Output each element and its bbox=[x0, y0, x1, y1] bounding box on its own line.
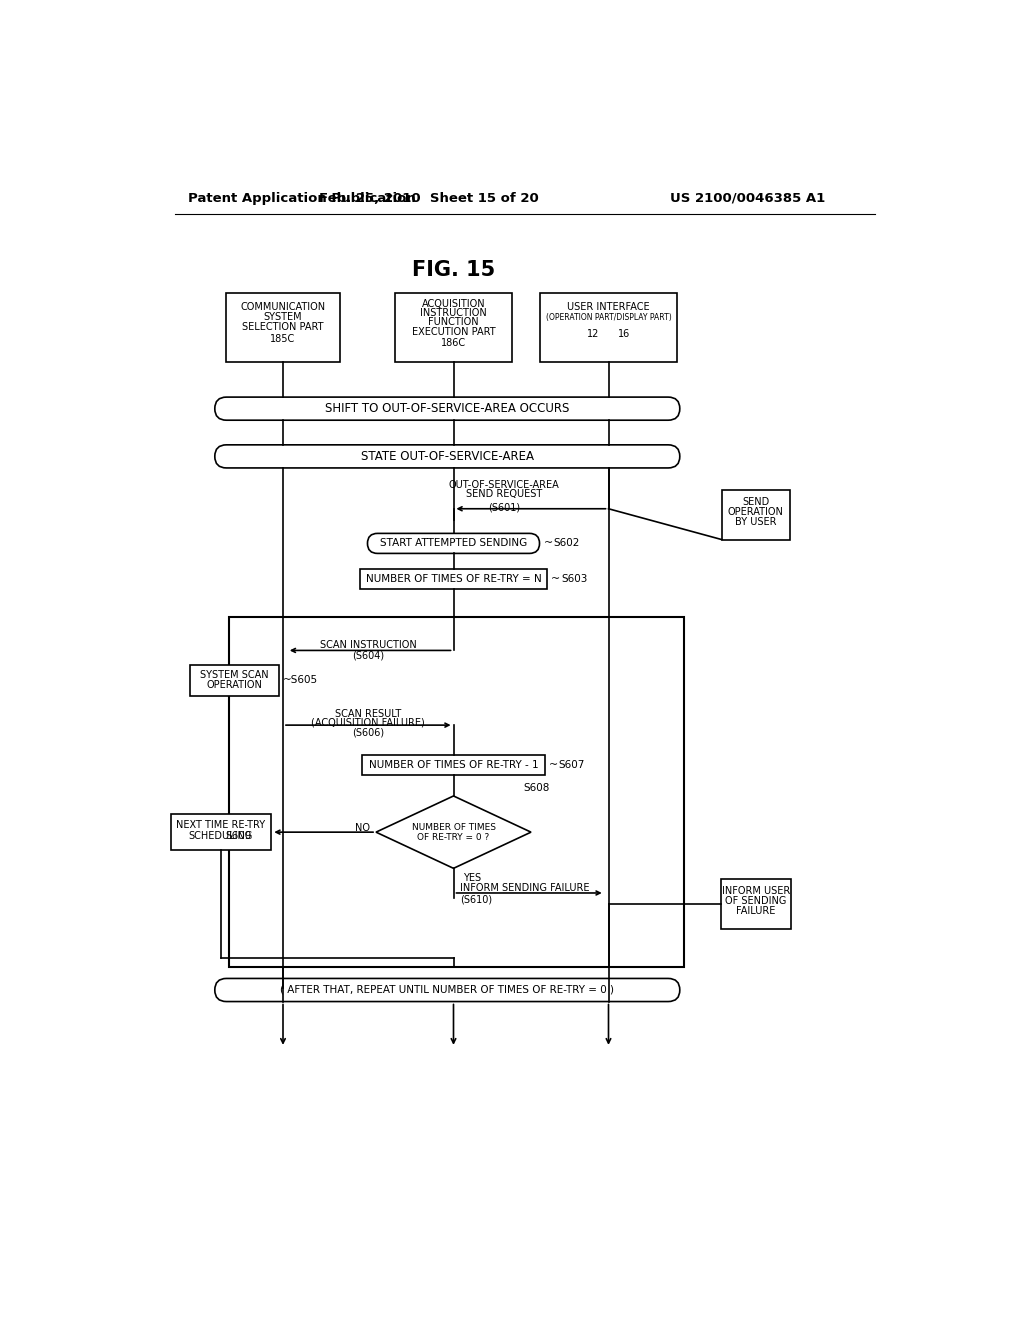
Text: US 2100/0046385 A1: US 2100/0046385 A1 bbox=[671, 191, 825, 205]
FancyBboxPatch shape bbox=[171, 814, 271, 850]
Text: FIG. 15: FIG. 15 bbox=[412, 260, 496, 280]
Text: S602: S602 bbox=[554, 539, 580, 548]
FancyBboxPatch shape bbox=[368, 533, 540, 553]
Text: INFORM USER: INFORM USER bbox=[722, 887, 790, 896]
Text: 16: 16 bbox=[617, 329, 630, 339]
Text: SHIFT TO OUT-OF-SERVICE-AREA OCCURS: SHIFT TO OUT-OF-SERVICE-AREA OCCURS bbox=[325, 403, 569, 416]
Text: START ATTEMPTED SENDING: START ATTEMPTED SENDING bbox=[380, 539, 527, 548]
FancyBboxPatch shape bbox=[395, 293, 512, 363]
Text: OF SENDING: OF SENDING bbox=[725, 896, 786, 907]
Text: SCAN RESULT: SCAN RESULT bbox=[335, 709, 401, 718]
Text: SCAN INSTRUCTION: SCAN INSTRUCTION bbox=[319, 640, 417, 649]
Text: BY USER: BY USER bbox=[735, 517, 776, 527]
Text: ~: ~ bbox=[551, 574, 560, 583]
Text: NUMBER OF TIMES OF RE-TRY - 1: NUMBER OF TIMES OF RE-TRY - 1 bbox=[369, 760, 539, 770]
Text: NUMBER OF TIMES: NUMBER OF TIMES bbox=[412, 824, 496, 832]
Text: OF RE-TRY = 0 ?: OF RE-TRY = 0 ? bbox=[418, 833, 489, 842]
FancyBboxPatch shape bbox=[190, 665, 280, 696]
Text: NUMBER OF TIMES OF RE-TRY = N: NUMBER OF TIMES OF RE-TRY = N bbox=[366, 574, 542, 583]
Text: S603: S603 bbox=[561, 574, 588, 583]
Text: (ACQUISITION FAILURE): (ACQUISITION FAILURE) bbox=[311, 718, 425, 727]
Text: STATE OUT-OF-SERVICE-AREA: STATE OUT-OF-SERVICE-AREA bbox=[360, 450, 534, 463]
FancyBboxPatch shape bbox=[359, 569, 547, 589]
Text: S608: S608 bbox=[523, 783, 550, 793]
Text: INFORM SENDING FAILURE: INFORM SENDING FAILURE bbox=[460, 883, 589, 894]
Text: 185C: 185C bbox=[270, 334, 296, 345]
Text: EXECUTION PART: EXECUTION PART bbox=[412, 326, 496, 337]
Text: (S610): (S610) bbox=[460, 894, 492, 904]
Text: FAILURE: FAILURE bbox=[736, 907, 775, 916]
Text: SEND: SEND bbox=[742, 496, 769, 507]
Text: OPERATION: OPERATION bbox=[207, 680, 262, 690]
Text: S609: S609 bbox=[225, 832, 252, 841]
Text: ACQUISITION: ACQUISITION bbox=[422, 298, 485, 309]
FancyBboxPatch shape bbox=[225, 293, 340, 363]
Text: FUNCTION: FUNCTION bbox=[428, 317, 479, 327]
Text: NEXT TIME RE-TRY: NEXT TIME RE-TRY bbox=[176, 820, 265, 830]
FancyBboxPatch shape bbox=[362, 755, 545, 775]
Text: S607: S607 bbox=[558, 760, 585, 770]
FancyBboxPatch shape bbox=[722, 490, 790, 540]
Text: YES: YES bbox=[463, 873, 481, 883]
FancyBboxPatch shape bbox=[540, 293, 678, 363]
FancyBboxPatch shape bbox=[215, 397, 680, 420]
FancyBboxPatch shape bbox=[228, 616, 684, 966]
Text: SEND REQUEST: SEND REQUEST bbox=[466, 490, 542, 499]
Polygon shape bbox=[376, 796, 531, 869]
Text: 186C: 186C bbox=[441, 338, 466, 348]
Text: SYSTEM: SYSTEM bbox=[264, 312, 302, 322]
Text: OPERATION: OPERATION bbox=[728, 507, 783, 517]
Text: (OPERATION PART/DISPLAY PART): (OPERATION PART/DISPLAY PART) bbox=[546, 313, 672, 322]
Text: INSTRUCTION: INSTRUCTION bbox=[420, 308, 486, 318]
Text: 12: 12 bbox=[587, 329, 599, 339]
Text: SELECTION PART: SELECTION PART bbox=[243, 322, 324, 333]
Text: (S601): (S601) bbox=[487, 502, 520, 512]
Text: Patent Application Publication: Patent Application Publication bbox=[188, 191, 416, 205]
FancyBboxPatch shape bbox=[215, 445, 680, 469]
Text: Feb. 25, 2010  Sheet 15 of 20: Feb. 25, 2010 Sheet 15 of 20 bbox=[318, 191, 539, 205]
Text: (S604): (S604) bbox=[352, 651, 384, 661]
Text: SCHEDULING: SCHEDULING bbox=[188, 832, 253, 841]
Text: OUT-OF-SERVICE-AREA: OUT-OF-SERVICE-AREA bbox=[449, 480, 559, 490]
Text: SYSTEM SCAN: SYSTEM SCAN bbox=[201, 671, 269, 680]
Text: NO: NO bbox=[354, 824, 370, 833]
Text: ~: ~ bbox=[544, 539, 553, 548]
Text: ~S605: ~S605 bbox=[283, 676, 318, 685]
Text: USER INTERFACE: USER INTERFACE bbox=[567, 302, 650, 312]
Text: ~: ~ bbox=[549, 760, 558, 770]
Text: COMMUNICATION: COMMUNICATION bbox=[241, 302, 326, 312]
FancyBboxPatch shape bbox=[215, 978, 680, 1002]
Text: (S606): (S606) bbox=[352, 727, 384, 737]
Text: ( AFTER THAT, REPEAT UNTIL NUMBER OF TIMES OF RE-TRY = 0 ): ( AFTER THAT, REPEAT UNTIL NUMBER OF TIM… bbox=[281, 985, 614, 995]
FancyBboxPatch shape bbox=[721, 879, 791, 929]
